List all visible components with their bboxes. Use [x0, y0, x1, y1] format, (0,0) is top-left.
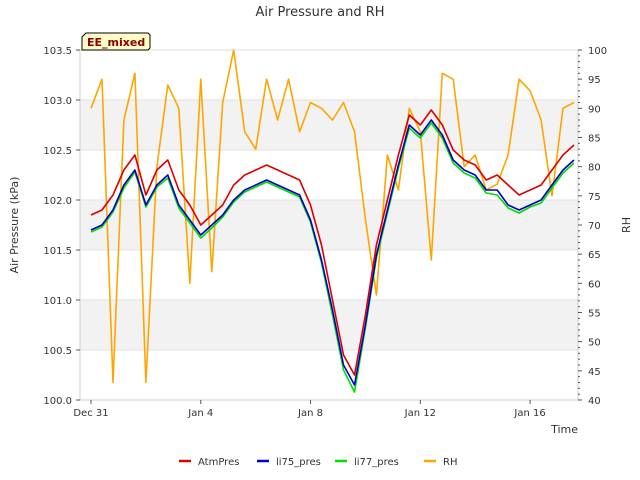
y2-tick-label: 55: [588, 309, 601, 320]
x-tick-label: Jan 16: [513, 408, 545, 419]
x-tick-label: Dec 31: [73, 408, 108, 419]
x-axis-label: Time: [550, 423, 578, 436]
legend: AtmPres li75_pres li77_pres RH: [179, 457, 457, 468]
grid-band: [80, 300, 578, 350]
y2-tick-label: 70: [588, 221, 601, 232]
series-line-AtmPres: [90, 109, 575, 376]
y-tick-label: 102.0: [43, 196, 72, 207]
x-tick-label: Jan 8: [297, 408, 323, 419]
y2-tick-label: 60: [588, 279, 601, 290]
y-tick-label: 102.5: [43, 146, 72, 157]
y2-tick-label: 75: [588, 192, 601, 203]
y-tick-label: 100.5: [43, 346, 72, 357]
legend-item-AtmPres: AtmPres: [179, 457, 239, 468]
plot-background: [80, 49, 578, 401]
y2-tick-label: 65: [588, 250, 601, 261]
chart-title: Air Pressure and RH: [255, 5, 384, 20]
badge-text: EE_mixed: [87, 36, 145, 49]
grid-band: [80, 100, 578, 150]
y-axis-label: Air Pressure (kPa): [8, 177, 21, 274]
y2-tick-label: 45: [588, 367, 601, 378]
legend-item-RH: RH: [424, 457, 457, 468]
badge-box: [81, 32, 151, 51]
legend-item-li75_pres: li75_pres: [257, 457, 321, 468]
y2-tick-label: 80: [588, 163, 601, 174]
series-line-RH: [90, 49, 575, 384]
x-tick-label: Jan 4: [187, 408, 213, 419]
y-tick-label: 103.5: [43, 46, 72, 57]
y2-tick-label: 100: [588, 46, 607, 57]
y2-tick-label: 90: [588, 104, 601, 115]
y2-tick-label: 95: [588, 75, 601, 86]
x-tick-label: Jan 12: [404, 408, 436, 419]
chart-badge: EE_mixed: [81, 32, 151, 51]
legend-item-li77_pres: li77_pres: [335, 457, 399, 468]
y-tick-label: 101.0: [43, 296, 72, 307]
y-tick-label: 103.0: [43, 96, 72, 107]
y-tick-label: 100.0: [43, 396, 72, 407]
legend-label: li75_pres: [276, 457, 321, 468]
y2-tick-label: 50: [588, 338, 601, 349]
legend-label: AtmPres: [198, 457, 239, 468]
y2-tick-label: 40: [588, 396, 601, 407]
y-tick-label: 101.5: [43, 246, 72, 257]
axes-layer: 100.0 100.5 101.0 101.5 102.0 102.5 103.0 103.5…: [43, 46, 607, 419]
series-line-li75_pres: [90, 119, 575, 386]
legend-label: RH: [443, 457, 457, 468]
legend-label: li77_pres: [354, 457, 399, 468]
y2-axis-label: RH: [620, 217, 633, 233]
series-layer: [90, 49, 575, 393]
series-line-li77_pres: [90, 122, 575, 393]
grid-band: [80, 200, 578, 250]
y2-tick-label: 85: [588, 134, 601, 145]
